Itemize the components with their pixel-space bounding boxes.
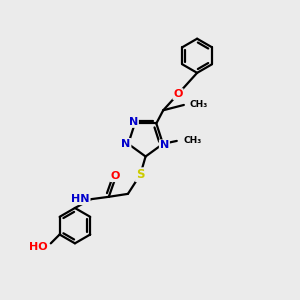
Text: CH₃: CH₃	[189, 100, 207, 109]
Text: CH₃: CH₃	[184, 136, 202, 146]
Text: N: N	[160, 140, 169, 150]
Text: S: S	[136, 168, 145, 181]
Text: N: N	[121, 139, 130, 149]
Text: O: O	[111, 171, 120, 181]
Text: HO: HO	[28, 242, 47, 252]
Text: O: O	[173, 89, 183, 99]
Text: HN: HN	[71, 194, 90, 204]
Text: N: N	[129, 117, 138, 127]
